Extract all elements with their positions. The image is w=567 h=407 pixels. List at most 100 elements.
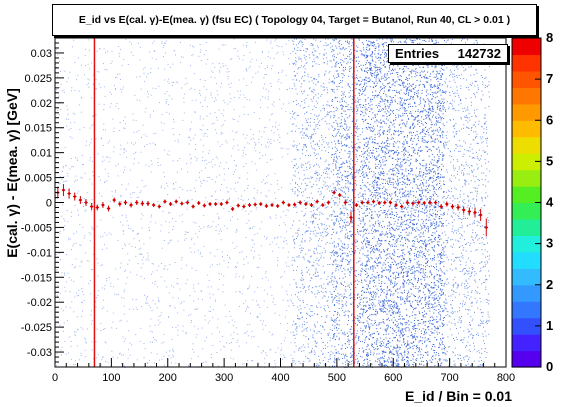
density-point: [238, 275, 240, 277]
density-point: [315, 153, 317, 155]
density-point: [334, 346, 336, 348]
density-point: [310, 352, 312, 354]
density-point: [342, 134, 344, 136]
density-point: [350, 234, 352, 236]
density-point: [342, 252, 344, 254]
density-point: [420, 246, 422, 248]
density-point: [336, 256, 338, 258]
density-point: [265, 154, 266, 156]
density-point: [136, 186, 138, 188]
density-point: [350, 58, 352, 60]
density-point: [314, 293, 316, 295]
density-point: [244, 147, 245, 149]
density-point: [228, 211, 230, 213]
density-point: [378, 262, 380, 263]
density-point: [161, 113, 163, 115]
density-point: [412, 354, 414, 356]
density-point: [271, 103, 273, 105]
density-point: [327, 283, 329, 285]
density-point: [356, 56, 358, 58]
density-point: [57, 296, 59, 297]
density-point: [306, 127, 308, 129]
density-region: [291, 38, 333, 368]
density-point: [347, 269, 349, 271]
density-point: [381, 146, 383, 148]
density-point: [87, 328, 89, 330]
density-point: [214, 255, 216, 257]
density-point: [129, 354, 131, 356]
density-point: [290, 188, 292, 190]
density-point: [101, 161, 103, 163]
density-point: [435, 41, 437, 43]
density-point: [292, 188, 294, 190]
density-point: [104, 168, 106, 170]
density-point: [296, 326, 298, 328]
density-point: [350, 52, 352, 54]
density-point: [345, 183, 347, 185]
density-point: [308, 81, 310, 83]
density-point: [163, 334, 165, 336]
density-point: [348, 147, 350, 149]
density-point: [218, 230, 220, 232]
density-point: [367, 361, 369, 363]
density-point: [239, 115, 241, 117]
density-point: [333, 249, 335, 251]
density-point: [332, 195, 334, 197]
density-point: [83, 337, 85, 339]
density-point: [295, 130, 297, 132]
density-point: [236, 131, 238, 133]
density-point: [78, 214, 79, 216]
density-point: [315, 217, 317, 219]
density-point: [165, 220, 167, 222]
density-point: [332, 81, 334, 83]
density-point: [69, 307, 71, 309]
density-point: [315, 50, 317, 52]
density-point: [156, 307, 158, 309]
density-point: [296, 79, 298, 81]
density-point: [161, 185, 162, 187]
density-point: [296, 114, 298, 116]
density-point: [108, 161, 110, 163]
density-point: [330, 354, 332, 355]
density-point: [354, 101, 356, 103]
density-point: [256, 316, 258, 318]
density-point: [302, 316, 303, 318]
density-point: [292, 331, 294, 333]
density-point: [315, 173, 317, 175]
density-point: [295, 88, 297, 90]
density-point: [295, 182, 297, 184]
density-point: [245, 237, 247, 238]
density-point: [260, 352, 262, 354]
density-point: [368, 307, 370, 309]
density-point: [392, 305, 394, 307]
density-point: [270, 40, 272, 42]
density-point: [314, 202, 316, 204]
density-point: [399, 191, 401, 193]
density-point: [347, 244, 349, 246]
density-point: [346, 237, 348, 238]
density-point: [405, 242, 407, 244]
density-point: [95, 306, 97, 308]
density-point: [338, 344, 340, 346]
density-point: [319, 331, 321, 333]
density-point: [139, 240, 140, 242]
density-point: [341, 245, 343, 247]
density-point: [313, 233, 315, 235]
density-point: [333, 336, 335, 338]
density-point: [381, 178, 383, 180]
density-point: [375, 277, 377, 279]
density-point: [344, 100, 345, 102]
density-point: [336, 190, 337, 192]
density-point: [237, 120, 239, 122]
density-point: [142, 215, 144, 217]
density-point: [346, 135, 348, 137]
density-point: [429, 209, 431, 211]
density-point: [431, 94, 433, 96]
density-point: [331, 51, 333, 53]
density-point: [356, 108, 358, 110]
density-point: [259, 99, 261, 101]
density-point: [413, 329, 415, 330]
density-point: [333, 159, 335, 161]
density-scatter: [55, 38, 491, 368]
density-point: [321, 149, 323, 151]
